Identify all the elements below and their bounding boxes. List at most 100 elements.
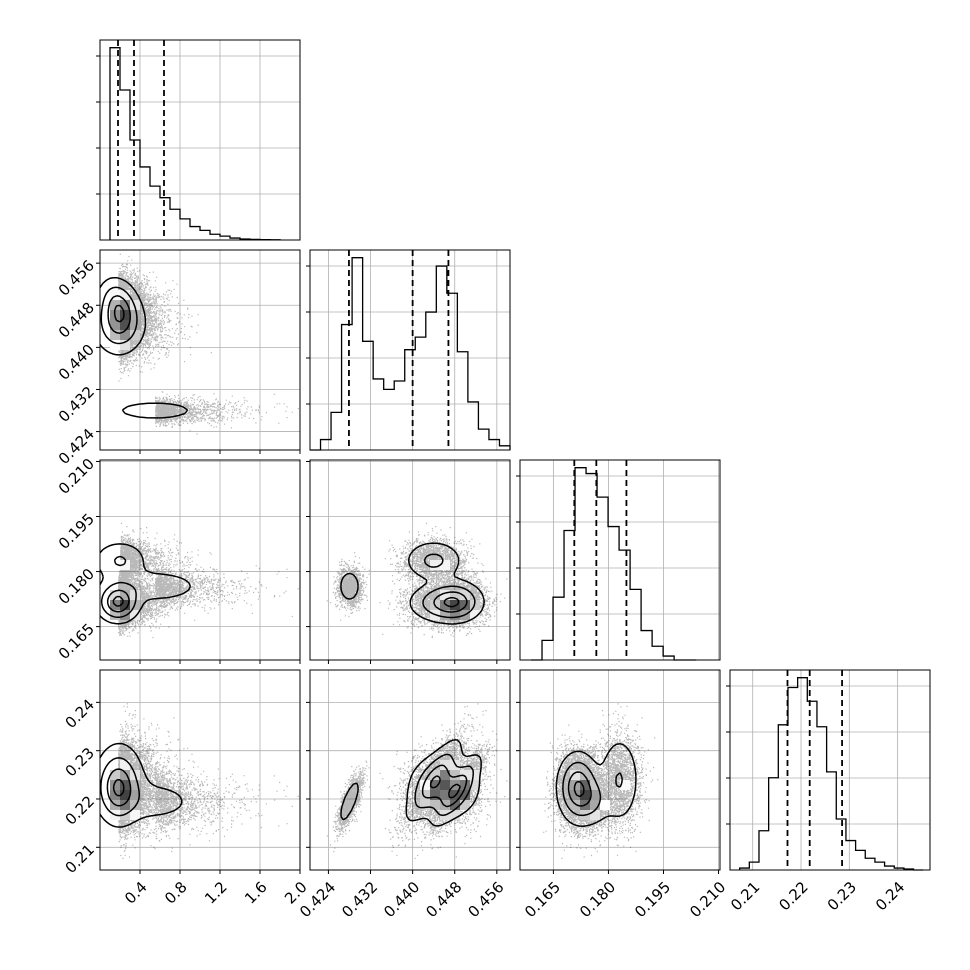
density-cell bbox=[470, 780, 480, 790]
contour-line bbox=[567, 771, 592, 807]
density-cell bbox=[590, 780, 600, 790]
y-tick-label: 0.180 bbox=[55, 565, 98, 608]
histogram-panel bbox=[726, 669, 931, 871]
contour-line bbox=[100, 286, 138, 345]
density-cell bbox=[120, 560, 130, 570]
axes-frame bbox=[309, 249, 511, 451]
contour-line bbox=[112, 595, 124, 607]
histogram-panel bbox=[306, 249, 511, 451]
density-cell bbox=[110, 330, 120, 340]
contour-line bbox=[106, 589, 130, 613]
density-cell bbox=[130, 610, 140, 620]
sample-points bbox=[326, 522, 508, 639]
density-cell bbox=[570, 790, 580, 800]
contour-line bbox=[112, 778, 125, 797]
scatter-panel bbox=[306, 669, 511, 874]
density-cell bbox=[430, 770, 440, 780]
density-cell bbox=[110, 770, 120, 780]
density-cell bbox=[110, 320, 120, 330]
axes-frame bbox=[99, 669, 301, 871]
contour-line bbox=[100, 757, 140, 817]
density-cell bbox=[580, 770, 590, 780]
density-cell bbox=[440, 790, 450, 800]
histogram-panel bbox=[516, 459, 721, 661]
y-tick-label: 0.165 bbox=[55, 620, 98, 663]
scatter-panel bbox=[96, 249, 301, 454]
panel-content bbox=[100, 250, 300, 450]
density-cell bbox=[120, 600, 130, 610]
axes-frame bbox=[309, 669, 511, 871]
density-cell bbox=[470, 610, 480, 620]
density-cell bbox=[440, 600, 450, 610]
density-cell bbox=[110, 790, 120, 800]
contour-line bbox=[429, 775, 461, 799]
contour-line bbox=[100, 276, 189, 419]
density-cell bbox=[430, 560, 440, 570]
density-cell bbox=[120, 300, 130, 310]
density-cell bbox=[440, 760, 450, 770]
density-cell bbox=[600, 800, 610, 810]
density-cell bbox=[130, 780, 140, 790]
density-cell bbox=[440, 560, 450, 570]
density-cell bbox=[120, 310, 130, 320]
density-cell bbox=[110, 590, 120, 600]
x-tick-label: 0.195 bbox=[631, 878, 674, 921]
density-cell bbox=[590, 790, 600, 800]
x-tick-label: 0.180 bbox=[576, 878, 619, 921]
density-cell bbox=[450, 590, 460, 600]
axes-frame bbox=[519, 669, 721, 871]
density-cell bbox=[460, 800, 470, 810]
density-cell bbox=[120, 780, 130, 790]
x-tick-label: 1.2 bbox=[201, 878, 231, 908]
density-cell bbox=[450, 770, 460, 780]
density-cell bbox=[450, 810, 460, 820]
sample-points bbox=[118, 253, 299, 435]
density-cell bbox=[440, 780, 450, 790]
contour-line bbox=[107, 295, 132, 334]
contour-line bbox=[340, 542, 485, 625]
density-cell bbox=[420, 780, 430, 790]
density-cell bbox=[130, 810, 140, 820]
density-cell bbox=[570, 770, 580, 780]
density-cell bbox=[120, 340, 130, 350]
y-tick-label: 0.21 bbox=[62, 841, 98, 877]
sample-points bbox=[118, 703, 299, 859]
x-tick-label: 0.210 bbox=[686, 878, 729, 921]
density-cell bbox=[460, 600, 470, 610]
axes-frame bbox=[99, 39, 301, 241]
density-cell bbox=[570, 800, 580, 810]
y-tick-label: 0.23 bbox=[62, 744, 98, 780]
density-cell bbox=[120, 760, 130, 770]
axes-frame bbox=[99, 249, 301, 451]
histogram-panel bbox=[96, 39, 301, 241]
histogram-step bbox=[310, 257, 511, 451]
density-cell bbox=[130, 800, 140, 810]
density-cell bbox=[120, 290, 130, 300]
axes-frame bbox=[519, 459, 721, 661]
x-tick-label: 0.165 bbox=[521, 878, 564, 921]
density-cell bbox=[460, 590, 470, 600]
contour-line bbox=[433, 591, 468, 613]
density-cell bbox=[620, 780, 630, 790]
density-cell bbox=[130, 790, 140, 800]
y-tick-label: 0.22 bbox=[62, 792, 98, 828]
y-tick-label: 0.448 bbox=[55, 299, 98, 342]
contour-line bbox=[106, 768, 132, 807]
x-tick-label: 0.448 bbox=[422, 878, 465, 921]
density-cell bbox=[430, 780, 440, 790]
scatter-panel bbox=[516, 669, 721, 874]
density-cell bbox=[450, 800, 460, 810]
density-cell bbox=[580, 790, 590, 800]
density-cell bbox=[440, 590, 450, 600]
histogram-step bbox=[531, 467, 697, 661]
x-tick-label: 0.21 bbox=[727, 878, 763, 914]
contour-line bbox=[100, 543, 192, 625]
contour-line bbox=[340, 738, 482, 827]
density-cell bbox=[460, 790, 470, 800]
axes-frame bbox=[729, 669, 931, 871]
contour-line bbox=[573, 781, 585, 798]
density-cell bbox=[130, 310, 140, 320]
density-cell bbox=[440, 770, 450, 780]
density-cell bbox=[130, 590, 140, 600]
x-tick-label: 1.6 bbox=[241, 878, 271, 908]
